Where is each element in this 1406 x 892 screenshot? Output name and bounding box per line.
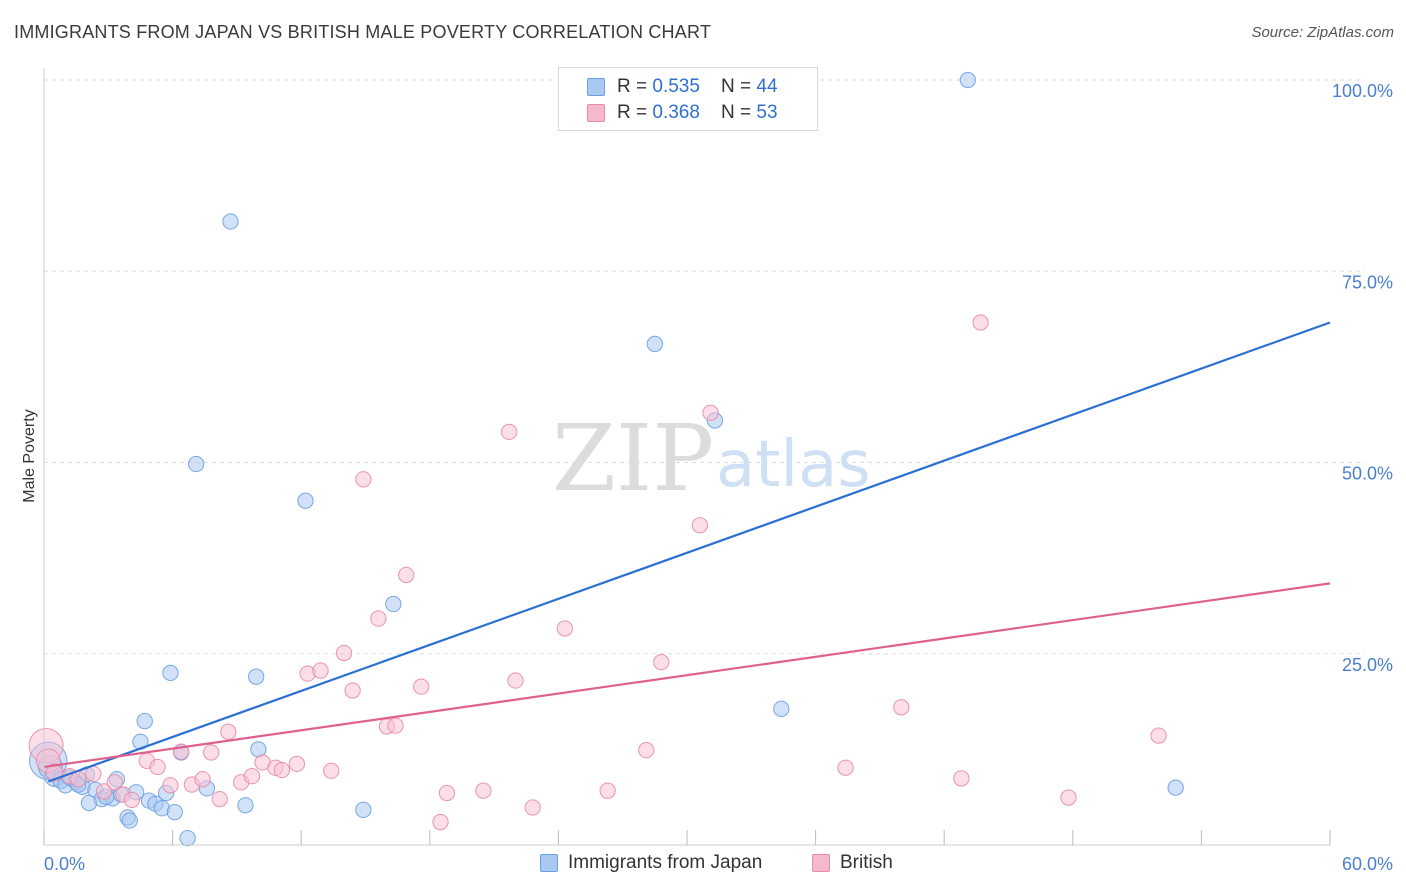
legend-item-british: British — [812, 852, 893, 874]
japan-point — [188, 455, 205, 473]
japan-point — [136, 712, 153, 730]
british-point — [149, 758, 166, 776]
legend-row-british: R = 0.368 N = 53 — [587, 100, 778, 126]
y-axis-label: Male Poverty — [21, 409, 38, 502]
british-point — [220, 723, 237, 740]
british-point — [211, 790, 228, 808]
japan-point — [179, 829, 196, 847]
british-point — [288, 755, 306, 773]
british-point — [85, 765, 102, 783]
british-point — [556, 620, 573, 637]
y-tick-label: 100.0% — [1332, 81, 1393, 101]
japan-point — [646, 335, 663, 353]
british-point — [500, 423, 518, 441]
british-point — [691, 517, 709, 534]
british-point — [370, 610, 387, 627]
japan-trend-line — [47, 321, 1331, 783]
legend-swatch-japan — [540, 854, 558, 872]
japan-point — [222, 213, 239, 230]
british-point — [599, 782, 616, 799]
japan-point — [773, 700, 790, 717]
japan-point — [1167, 779, 1184, 796]
japan-point — [121, 812, 138, 829]
british-point — [355, 471, 372, 488]
watermark: ZIP atlas — [552, 405, 871, 512]
british-point — [837, 759, 854, 776]
legend-r-label: R = — [617, 76, 653, 97]
y-tick-label: 50.0% — [1342, 464, 1393, 484]
series-legend: Immigrants from Japan British — [0, 852, 1406, 878]
x-tick-label: 60.0% — [1342, 854, 1393, 874]
british-point — [438, 784, 456, 802]
british-point — [344, 682, 361, 699]
legend-n-value: 44 — [756, 76, 778, 97]
british-point — [893, 699, 910, 716]
british-point — [387, 717, 404, 734]
british-point — [475, 782, 492, 799]
british-point — [432, 813, 449, 831]
british-point — [702, 404, 719, 421]
trend-layer — [43, 321, 1331, 783]
stats-legend: R = 0.535 N = 44 R = 0.368 N = 53 — [558, 67, 818, 131]
japan-point — [297, 492, 314, 509]
legend-n-label: N = — [721, 102, 757, 123]
japan-point — [237, 797, 254, 814]
y-tick-label: 75.0% — [1342, 272, 1393, 292]
british-point — [162, 777, 179, 794]
chart-title: IMMIGRANTS FROM JAPAN VS BRITISH MALE PO… — [14, 22, 712, 42]
legend-r-value: 0.535 — [652, 76, 700, 97]
british-point — [953, 770, 970, 787]
y-tick-label: 25.0% — [1342, 655, 1393, 675]
watermark-atlas: atlas — [716, 428, 871, 502]
legend-n-value: 53 — [756, 102, 778, 123]
british-point — [1060, 789, 1077, 806]
british-point — [413, 678, 430, 695]
legend-label-japan: Immigrants from Japan — [568, 852, 763, 873]
british-trend-line — [43, 582, 1331, 769]
legend-swatch-japan — [587, 78, 605, 96]
japan-point — [248, 668, 265, 685]
british-point — [972, 314, 989, 331]
legend-swatch-british — [812, 854, 830, 872]
british-point — [323, 762, 340, 779]
british-point — [653, 654, 670, 671]
legend-label-british: British — [840, 852, 893, 873]
japan-point — [385, 595, 402, 613]
british-point — [312, 662, 329, 679]
x-tick-label: 0.0% — [44, 854, 85, 874]
legend-item-japan: Immigrants from Japan — [540, 852, 762, 874]
source-credit: Source: ZipAtlas.com — [1251, 24, 1394, 41]
british-point — [273, 761, 291, 779]
british-point — [123, 791, 141, 809]
legend-r-value: 0.368 — [652, 102, 700, 123]
british-point — [638, 741, 655, 759]
japan-point — [959, 71, 976, 89]
axis-layer: 25.0% 50.0% 75.0% 100.0% 0.0% 60.0% — [43, 68, 1393, 874]
british-point — [194, 771, 211, 788]
legend-row-japan: R = 0.535 N = 44 — [587, 74, 778, 100]
british-point — [70, 771, 87, 788]
japan-point — [355, 801, 372, 818]
british-point — [243, 768, 261, 785]
watermark-zip: ZIP — [552, 405, 714, 512]
british-point — [106, 774, 123, 791]
british-point — [203, 744, 220, 761]
british-point — [335, 644, 353, 662]
legend-n-label: N = — [721, 76, 757, 97]
british-point — [524, 799, 541, 816]
grid-layer — [44, 79, 1365, 655]
british-point — [507, 672, 524, 689]
british-point — [95, 783, 113, 800]
legend-r-label: R = — [617, 102, 653, 123]
legend-swatch-british — [587, 104, 605, 122]
japan-point — [166, 803, 183, 821]
japan-point — [162, 664, 179, 682]
british-point — [1150, 727, 1167, 744]
british-point — [398, 566, 415, 584]
